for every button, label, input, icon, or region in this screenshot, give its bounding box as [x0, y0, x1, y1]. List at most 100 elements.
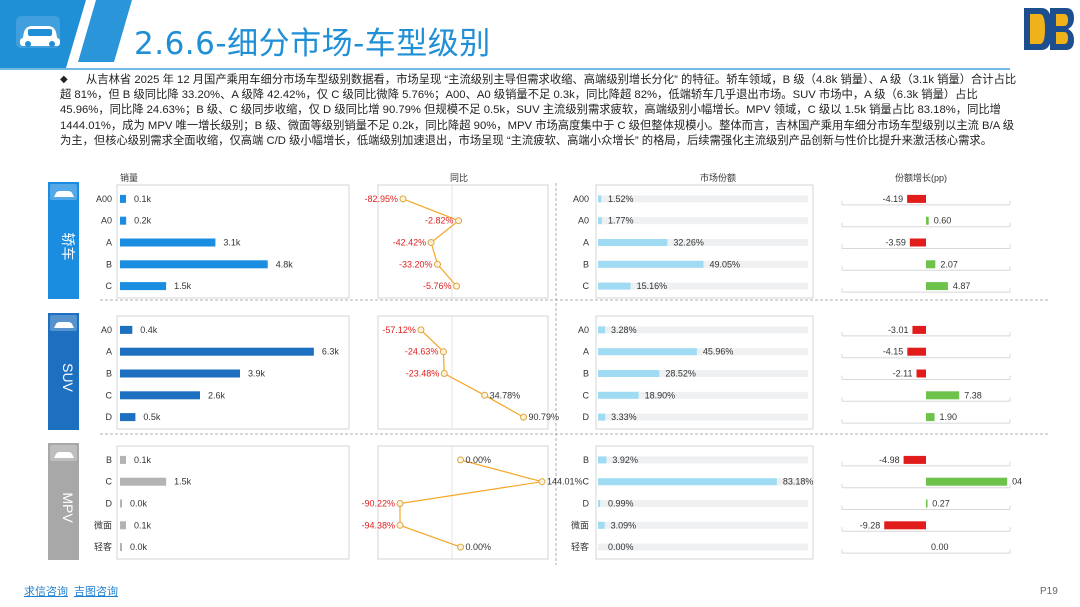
share-bar-2-3 [598, 521, 605, 529]
sales-category-0-4: C [106, 281, 113, 291]
growth-bar-2-3 [884, 521, 926, 530]
sales-bar-1-4 [120, 413, 136, 422]
sales-label-1-1: 6.3k [322, 347, 340, 357]
share-label-1-0: 3.28% [611, 325, 637, 335]
yoy-point-2-0 [457, 456, 465, 464]
share-track-0-4 [598, 282, 808, 290]
share-label-0-3: 49.05% [709, 259, 740, 269]
yoy-label-2-3: -94.38% [361, 520, 395, 530]
share-category-1-2: B [583, 369, 589, 379]
sales-label-1-0: 0.4k [140, 325, 158, 335]
growth-label-2-0: -4.98 [879, 455, 900, 465]
growth-bar-0-0 [907, 194, 926, 203]
section-label-band-2 [48, 443, 79, 560]
share-label-0-2: 32.26% [673, 238, 704, 248]
footer-link-jitu[interactable]: 吉图咨询 [74, 586, 118, 598]
sales-bar-2-1 [120, 477, 167, 486]
sales-bar-2-0 [120, 455, 126, 464]
share-category-2-0: B [583, 455, 589, 465]
share-frame-0 [595, 184, 814, 299]
share-category-0-1: A0 [578, 216, 589, 226]
sales-bar-1-0 [120, 325, 133, 334]
yoy-label-1-2: -23.48% [406, 369, 440, 379]
yoy-frame-0 [377, 184, 549, 299]
sales-category-1-0: A0 [101, 325, 112, 335]
yoy-label-1-4: 90.79% [529, 412, 560, 422]
sales-bar-0-0 [120, 194, 126, 203]
growth-bar-1-3 [926, 391, 960, 400]
section-label-0: 轿车 [60, 233, 76, 261]
growth-bar-2-0 [903, 455, 926, 464]
sales-category-2-2: D [106, 499, 113, 509]
sales-category-1-3: C [106, 390, 113, 400]
share-category-2-4: 轻客 [571, 541, 589, 552]
share-track-0-0 [598, 195, 808, 203]
sales-label-2-2: 0.0k [130, 499, 148, 509]
share-track-1-4 [598, 413, 808, 421]
sales-category-1-1: A [106, 347, 112, 357]
sales-bar-2-3 [120, 521, 126, 530]
share-category-0-4: C [583, 281, 590, 291]
sales-label-2-3: 0.1k [134, 520, 152, 530]
yoy-point-0-2 [427, 239, 435, 246]
section-label-1: SUV [60, 363, 76, 392]
footer-link-qiuxin[interactable]: 求信咨询 [24, 586, 68, 598]
share-bar-0-2 [598, 239, 668, 246]
sales-frame-0 [116, 184, 350, 299]
share-track-1-3 [598, 391, 808, 399]
section-label-2: MPV [60, 492, 76, 523]
sales-category-2-1: C [106, 477, 113, 487]
sales-bar-0-3 [120, 260, 268, 269]
share-label-2-3: 3.09% [611, 520, 637, 530]
sales-category-0-1: A0 [101, 216, 112, 226]
share-category-1-1: A [583, 347, 589, 357]
sales-frame-1 [116, 315, 350, 430]
yoy-point-2-4 [457, 543, 465, 551]
car-logo-icon [16, 16, 60, 48]
yoy-label-2-4: 0.00% [466, 542, 492, 552]
share-track-1-2 [598, 370, 808, 377]
sales-bar-0-2 [120, 238, 216, 247]
page-title: 2.6.6-细分市场-车型级别 [134, 26, 491, 62]
yoy-point-2-2 [396, 500, 404, 507]
share-category-2-2: D [583, 499, 590, 509]
share-label-1-3: 18.90% [645, 390, 676, 400]
sales-category-2-3: 微面 [94, 519, 112, 530]
share-category-1-0: A0 [578, 325, 589, 335]
share-label-2-0: 3.92% [612, 455, 638, 465]
growth-label-2-1: 04 [1012, 477, 1022, 487]
yoy-point-0-4 [453, 282, 461, 290]
share-category-1-4: D [583, 412, 590, 422]
header-yoy: 同比 [450, 172, 468, 183]
sales-label-0-4: 1.5k [174, 281, 192, 291]
yoy-point-1-2 [440, 370, 448, 377]
growth-bar-0-4 [926, 282, 948, 291]
header: 2.6.6-细分市场-车型级别 [0, 0, 1080, 78]
sales-category-0-3: B [106, 259, 112, 269]
share-label-1-2: 28.52% [665, 369, 696, 379]
yoy-label-0-4: -5.76% [423, 281, 452, 291]
sales-category-1-2: B [106, 369, 112, 379]
share-track-0-2 [598, 239, 808, 246]
yoy-label-1-1: -24.63% [405, 347, 439, 357]
share-bar-1-3 [598, 391, 639, 399]
share-label-0-4: 15.16% [637, 281, 668, 291]
growth-label-0-4: 4.87 [953, 281, 971, 291]
sales-bar-0-1 [120, 216, 127, 225]
share-frame-2 [595, 445, 814, 560]
yoy-point-1-3 [481, 391, 489, 399]
yoy-frame-1 [377, 315, 549, 430]
sales-category-2-4: 轻客 [94, 541, 112, 552]
sales-label-1-4: 0.5k [143, 412, 161, 422]
share-bar-0-4 [598, 282, 631, 290]
yoy-point-0-3 [434, 260, 442, 268]
sales-label-2-4: 0.0k [130, 542, 148, 552]
sales-bar-2-2 [120, 499, 122, 508]
share-bar-1-2 [598, 370, 660, 377]
share-bar-1-1 [598, 348, 697, 356]
share-category-1-3: C [583, 390, 590, 400]
sales-category-0-2: A [106, 238, 112, 248]
page-number: P19 [1040, 586, 1058, 597]
growth-bar-2-1 [926, 477, 1008, 486]
header-sales: 销量 [120, 172, 138, 183]
